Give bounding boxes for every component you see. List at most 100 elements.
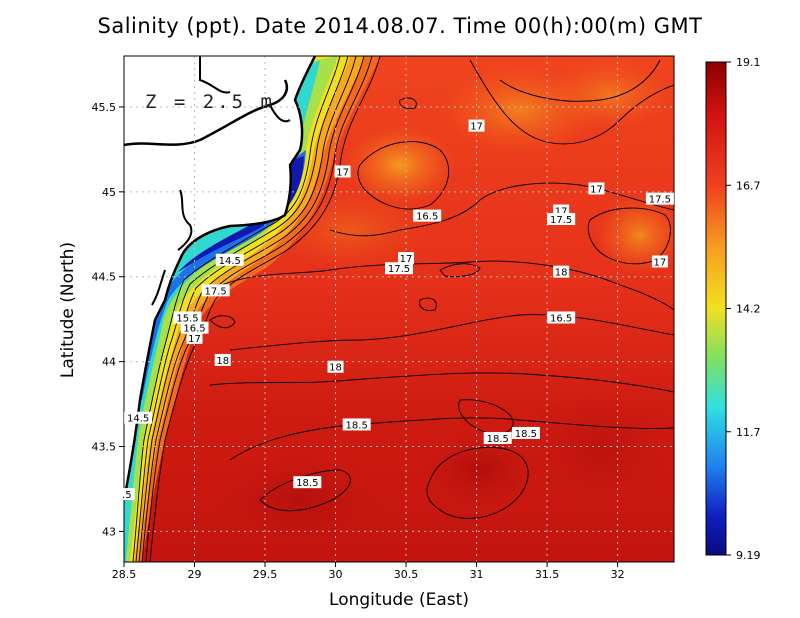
colorbar-tick-label: 16.7: [736, 179, 761, 192]
contour-label-text: 17: [188, 334, 201, 345]
contour-label-text: 17.5: [388, 264, 410, 275]
contour-label-box: [215, 253, 244, 266]
plot-frame: [123, 55, 675, 563]
y-axis-ticks: 43 43.5 44 44.5 45 45.5: [92, 101, 124, 538]
contour-label-box: [124, 411, 153, 424]
contour-label-box: [327, 360, 344, 373]
contour-label-text: 16.5: [550, 313, 572, 324]
contour-label-text: 17.5: [205, 286, 227, 297]
depth-label: Z = 2.5 m: [145, 91, 275, 113]
coastline: [124, 56, 317, 501]
contour-label-text: 18: [216, 356, 229, 367]
contour-label-box: [511, 426, 540, 439]
contour-label: 18.5: [293, 476, 322, 489]
contour-label: 17.5: [385, 262, 413, 275]
y-tick-label: 45.5: [92, 101, 117, 114]
colorbar: [705, 61, 727, 556]
contour-label-text: 17: [555, 207, 568, 218]
contour-label-box: [468, 119, 485, 132]
contour-label-text: .5: [122, 490, 132, 501]
y-tick-label: 43.5: [92, 441, 117, 454]
contour-label-box: [214, 353, 231, 366]
x-tick-label: 29.5: [253, 568, 278, 581]
contour-label-text: 17.5: [649, 195, 671, 206]
contour-label: 17: [398, 252, 415, 265]
y-tick-label: 43: [102, 525, 116, 538]
contour-label: 18: [214, 353, 231, 367]
contour-label-box: [180, 321, 209, 334]
contour-label-box: [385, 262, 413, 275]
contour-label-box: [398, 252, 415, 265]
land-area: [124, 56, 315, 500]
contour-label-box: [547, 311, 576, 324]
contour-label-box: [645, 192, 674, 205]
contour-label-text: 18.5: [296, 478, 318, 489]
contour-label: 17: [651, 255, 668, 268]
x-tick-label: 30.5: [394, 568, 419, 581]
contour-label-box: [334, 165, 351, 178]
contour-label-text: 18: [555, 268, 568, 279]
contour-label: 15.5: [173, 311, 202, 324]
x-tick-label: 29: [188, 568, 202, 581]
contour-label: 18: [327, 360, 344, 374]
y-tick-label: 45: [102, 186, 116, 199]
contour-lines: [132, 56, 674, 562]
x-tick-label: 30: [329, 568, 343, 581]
contour-label-box: [186, 331, 203, 344]
contour-label-text: 17: [336, 167, 349, 178]
contour-label: 17.5: [547, 213, 576, 226]
grid-lines: [124, 56, 674, 562]
contour-label-text: 14.5: [127, 414, 149, 425]
x-tick-label: 32: [611, 568, 625, 581]
contour-label: 14.5: [215, 253, 244, 267]
colorbar-ticks: 19.1 16.7 14.2 11.7 9.19: [726, 56, 761, 562]
contour-label-box: [173, 311, 202, 324]
y-tick-label: 44: [102, 356, 116, 369]
contour-label-text: 14.5: [219, 256, 241, 267]
sea-field: [124, 56, 674, 562]
x-tick-label: 31.5: [535, 568, 560, 581]
contour-label-box: [483, 432, 512, 445]
contour-label-text: 16.5: [183, 324, 205, 335]
x-axis-ticks: 28.5 29 29.5 30 30.5 31 31.5 32: [112, 562, 625, 581]
contour-label: 17.5: [645, 192, 674, 206]
contour-label-text: 15.5: [176, 313, 198, 324]
contour-label-text: 17: [590, 184, 603, 195]
contour-label-box: [342, 418, 371, 431]
x-tick-label: 28.5: [112, 568, 137, 581]
contour-label: 17: [186, 331, 203, 345]
map-title: Salinity (ppt). Date 2014.08.07. Time 00…: [97, 14, 703, 38]
contour-label: .5: [118, 488, 135, 501]
colorbar-tick-label: 14.2: [736, 303, 761, 316]
contour-label-text: 17: [400, 254, 413, 265]
contour-label-box: [651, 255, 668, 268]
contour-label-box: [201, 284, 230, 297]
contour-label: 14.5: [124, 411, 153, 425]
contour-label-text: 18.5: [346, 420, 368, 431]
contour-label-text: 17.5: [550, 215, 572, 226]
y-tick-label: 44.5: [92, 271, 117, 284]
contour-label: 18: [553, 265, 570, 279]
contour-label-text: 18.5: [515, 429, 537, 440]
contour-label: 16.5: [413, 209, 442, 223]
contour-label-box: [588, 182, 605, 195]
contour-label-text: 17: [470, 122, 483, 133]
contour-label: 18.5: [483, 432, 512, 445]
contour-label-box: [547, 213, 576, 226]
contour-label: 17.5: [201, 284, 230, 297]
contour-label: 18.5: [511, 426, 540, 440]
contour-label-box: [293, 476, 322, 489]
x-tick-label: 31: [470, 568, 484, 581]
contour-label: 16.5: [180, 321, 209, 335]
contour-label-text: 17: [654, 257, 667, 268]
x-axis-label: Longitude (East): [329, 590, 469, 610]
contour-label: 16.5: [547, 311, 576, 324]
contour-label-text: 18: [329, 363, 342, 374]
colorbar-tick-label: 9.19: [736, 549, 761, 562]
contour-label: 17: [468, 119, 485, 133]
colorbar-tick-label: 11.7: [736, 426, 761, 439]
colorbar-tick-label: 19.1: [736, 56, 761, 69]
contour-label-box: [553, 265, 570, 278]
